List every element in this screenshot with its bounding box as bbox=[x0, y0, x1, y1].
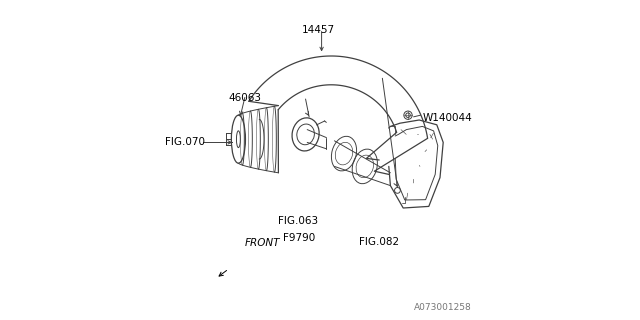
Text: F9790: F9790 bbox=[283, 233, 316, 244]
Text: 14457: 14457 bbox=[302, 25, 335, 36]
Text: FIG.070: FIG.070 bbox=[165, 137, 205, 148]
Text: FIG.063: FIG.063 bbox=[278, 216, 317, 226]
Text: W140044: W140044 bbox=[422, 113, 472, 124]
Text: 46063: 46063 bbox=[228, 92, 261, 103]
Text: FRONT: FRONT bbox=[245, 238, 280, 248]
Text: A073001258: A073001258 bbox=[414, 303, 472, 312]
Text: FIG.082: FIG.082 bbox=[359, 236, 399, 247]
